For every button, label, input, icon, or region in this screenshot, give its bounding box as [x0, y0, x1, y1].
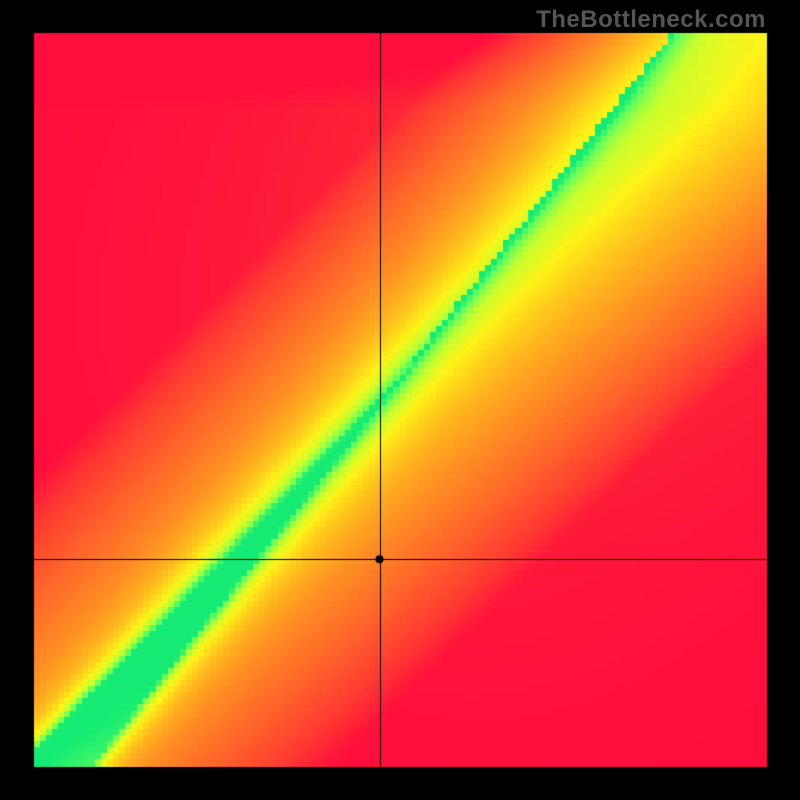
watermark-text: TheBottleneck.com [536, 6, 766, 34]
chart-container: { "canvas": { "width": 800, "height": 80… [0, 0, 800, 800]
bottleneck-heatmap [0, 0, 800, 800]
